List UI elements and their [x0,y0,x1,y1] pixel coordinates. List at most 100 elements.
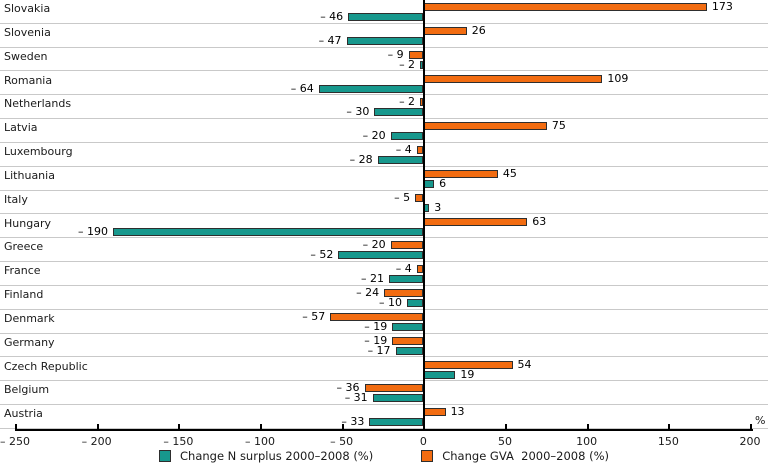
category-label: Belgium [4,383,50,397]
chart-row: France – 4 – 21 [0,262,768,286]
bar-nsurplus [390,132,424,141]
bar-value-label-nsurplus: – 31 [344,391,368,405]
x-tick-label: 0 [419,435,427,448]
category-label: Sweden [4,49,48,63]
bar-value-label-gva: 26 [471,23,486,37]
category-label: Finland [4,288,44,301]
legend-label-gva: Change GVA 2000–2008 (%) [442,449,609,463]
bar-value-label-gva: – 2 [399,95,416,109]
bar-value-label-nsurplus: – 19 [364,319,388,333]
category-label: Luxembourg [4,145,73,158]
chart-row: Sweden – 9– 2 [0,48,768,72]
category-label: France [4,264,41,278]
bar-nsurplus [424,370,456,379]
bar-value-label-nsurplus: – 46 [320,10,344,23]
category-label: Italy [4,192,28,206]
bar-value-label-gva: – 57 [302,309,326,323]
x-tick [260,424,262,430]
bar-value-label-gva: – 5 [394,190,411,204]
bar-gva [424,217,528,226]
bar-nsurplus [377,156,424,164]
bar-gva [420,98,424,107]
bar-nsurplus [420,60,424,69]
bar-nsurplus [374,108,424,117]
bar-value-label-nsurplus: – 190 [78,224,108,238]
bar-value-label-gva: – 4 [395,262,412,276]
bar-gva [384,289,424,297]
legend-swatch-nsurplus-icon [159,450,171,462]
bar-nsurplus [338,251,424,260]
legend-swatch-gva-icon [421,450,434,462]
bar-gva [364,384,424,393]
bar-value-label-gva: 109 [607,71,629,85]
bar-gva [390,241,424,250]
bar-value-label-nsurplus: 3 [434,200,442,214]
x-tick-label: 50 [498,435,512,448]
bar-value-label-nsurplus: – 52 [310,248,334,262]
x-axis-unit-label: % [755,414,766,427]
bar-value-label-gva: – 20 [362,238,386,252]
bar-value-label-gva: 63 [532,214,547,228]
legend-item-gva: Change GVA 2000–2008 (%) [421,449,609,463]
bar-gva [424,169,498,178]
bar-gva [424,122,547,131]
category-label: Lithuania [4,168,55,182]
x-tick [423,424,426,430]
chart-row: Lithuania 45 6 [0,167,768,191]
chart-row: Czech Republic 54 19 [0,358,768,382]
bar-value-label-nsurplus: – 10 [379,296,402,309]
chart-row: Denmark – 57 – 19 [0,310,768,334]
bar-nsurplus [346,36,424,45]
bar-value-label-gva: – 36 [336,381,360,395]
legend-label-nsurplus: Change N surplus 2000–2008 (%) [180,449,374,463]
bar-value-label-nsurplus: – 2 [399,57,416,71]
bar-gva [330,312,424,321]
category-label: Greece [4,240,44,254]
chart-row: Germany – 19– 17 [0,334,768,358]
bar-value-label-nsurplus: – 21 [361,272,385,286]
bar-nsurplus [372,394,424,403]
bar-nsurplus [407,299,424,307]
bar-value-label-gva: 13 [450,405,465,419]
x-tick [15,424,17,430]
x-tick-label: 100 [576,435,598,448]
x-tick-label: – 250 [0,435,30,448]
chart-row: Latvia 75 – 20 [0,119,768,143]
bar-nsurplus [389,275,424,284]
category-label: Latvia [4,121,38,135]
bar-gva [415,193,424,202]
x-tick [96,424,99,430]
category-label: Czech Republic [4,359,88,373]
chart-row: Romania 109 – 64 [0,72,768,96]
x-tick-label: – 200 [81,435,112,448]
bar-nsurplus [424,179,435,188]
bar-value-label-gva: – 19 [364,333,388,347]
bar-nsurplus [392,322,424,331]
bar-value-label-gva: – 24 [356,286,380,299]
bar-nsurplus [113,227,424,236]
legend: Change N surplus 2000–2008 (%) Change GV… [0,446,768,466]
category-label: Romania [4,73,53,87]
bar-value-label-nsurplus: – 28 [349,153,373,166]
bar-value-label-nsurplus: 19 [460,367,475,381]
bar-value-label-nsurplus: – 47 [318,33,342,47]
plot-area: Slovakia 173– 46 Slovenia 26– 47 Sweden – 9– … [0,0,768,429]
bar-value-label-nsurplus: – 20 [362,129,386,143]
bar-gva [416,265,424,274]
chart-row: Slovakia 173 – 46 [0,0,768,24]
bar-nsurplus [395,346,424,355]
bar-value-label-gva: 45 [502,166,517,180]
category-label: Slovakia [4,2,51,15]
bar-gva [408,50,424,59]
bar-nsurplus [318,84,424,93]
legend-item-nsurplus: Change N surplus 2000–2008 (%) [159,449,373,463]
bar-gva [416,146,424,154]
bar-value-label-nsurplus: – 30 [346,105,370,119]
bar-gva [424,26,467,35]
chart-row: Hungary 63 – 190 [0,215,768,239]
chart-row: Austria 13 – 33 [0,405,768,429]
zero-baseline [423,0,426,431]
bar-value-label-gva: – 4 [395,143,412,156]
category-label: Denmark [4,311,55,325]
